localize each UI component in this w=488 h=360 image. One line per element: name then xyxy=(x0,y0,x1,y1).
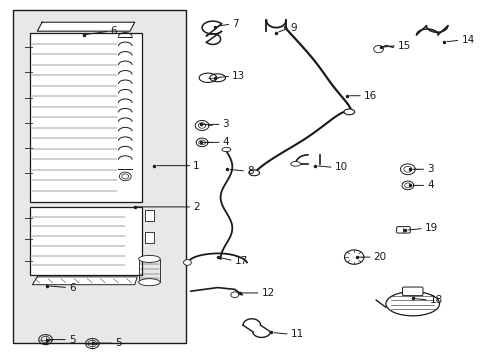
Polygon shape xyxy=(32,277,137,285)
Bar xyxy=(144,232,154,243)
Text: 17: 17 xyxy=(234,256,247,266)
Text: 2: 2 xyxy=(193,202,200,212)
FancyBboxPatch shape xyxy=(402,287,422,296)
Bar xyxy=(144,211,154,221)
Bar xyxy=(30,207,142,275)
Text: 9: 9 xyxy=(290,23,297,33)
Circle shape xyxy=(373,45,383,53)
Bar xyxy=(13,10,185,343)
Text: 19: 19 xyxy=(424,224,437,233)
Text: 14: 14 xyxy=(461,35,474,45)
Text: 6: 6 xyxy=(110,26,117,36)
Ellipse shape xyxy=(248,170,259,176)
Text: 15: 15 xyxy=(397,41,410,50)
Text: 20: 20 xyxy=(373,252,386,262)
Text: 4: 4 xyxy=(427,180,433,190)
Ellipse shape xyxy=(222,147,230,152)
Text: 3: 3 xyxy=(222,120,229,129)
Text: 16: 16 xyxy=(363,91,376,101)
Text: 13: 13 xyxy=(232,71,245,81)
Text: 12: 12 xyxy=(261,288,274,298)
Ellipse shape xyxy=(290,162,300,166)
Text: 5: 5 xyxy=(69,334,76,345)
Circle shape xyxy=(230,292,238,298)
FancyBboxPatch shape xyxy=(396,226,409,233)
Text: 6: 6 xyxy=(69,283,76,293)
Bar xyxy=(30,33,142,202)
Ellipse shape xyxy=(139,255,160,262)
Ellipse shape xyxy=(385,292,439,316)
Text: 4: 4 xyxy=(222,138,229,147)
Circle shape xyxy=(344,250,363,264)
Text: 5: 5 xyxy=(115,338,122,348)
Circle shape xyxy=(183,260,191,265)
Text: 8: 8 xyxy=(246,166,253,176)
Text: 18: 18 xyxy=(429,295,442,305)
Circle shape xyxy=(119,172,131,181)
Text: 10: 10 xyxy=(334,162,347,172)
Polygon shape xyxy=(37,22,135,31)
Text: 7: 7 xyxy=(232,19,239,29)
Ellipse shape xyxy=(139,279,160,286)
Text: 1: 1 xyxy=(193,161,200,171)
Text: 3: 3 xyxy=(427,164,433,174)
Ellipse shape xyxy=(343,109,354,115)
Text: 11: 11 xyxy=(290,329,304,339)
Circle shape xyxy=(122,174,128,179)
